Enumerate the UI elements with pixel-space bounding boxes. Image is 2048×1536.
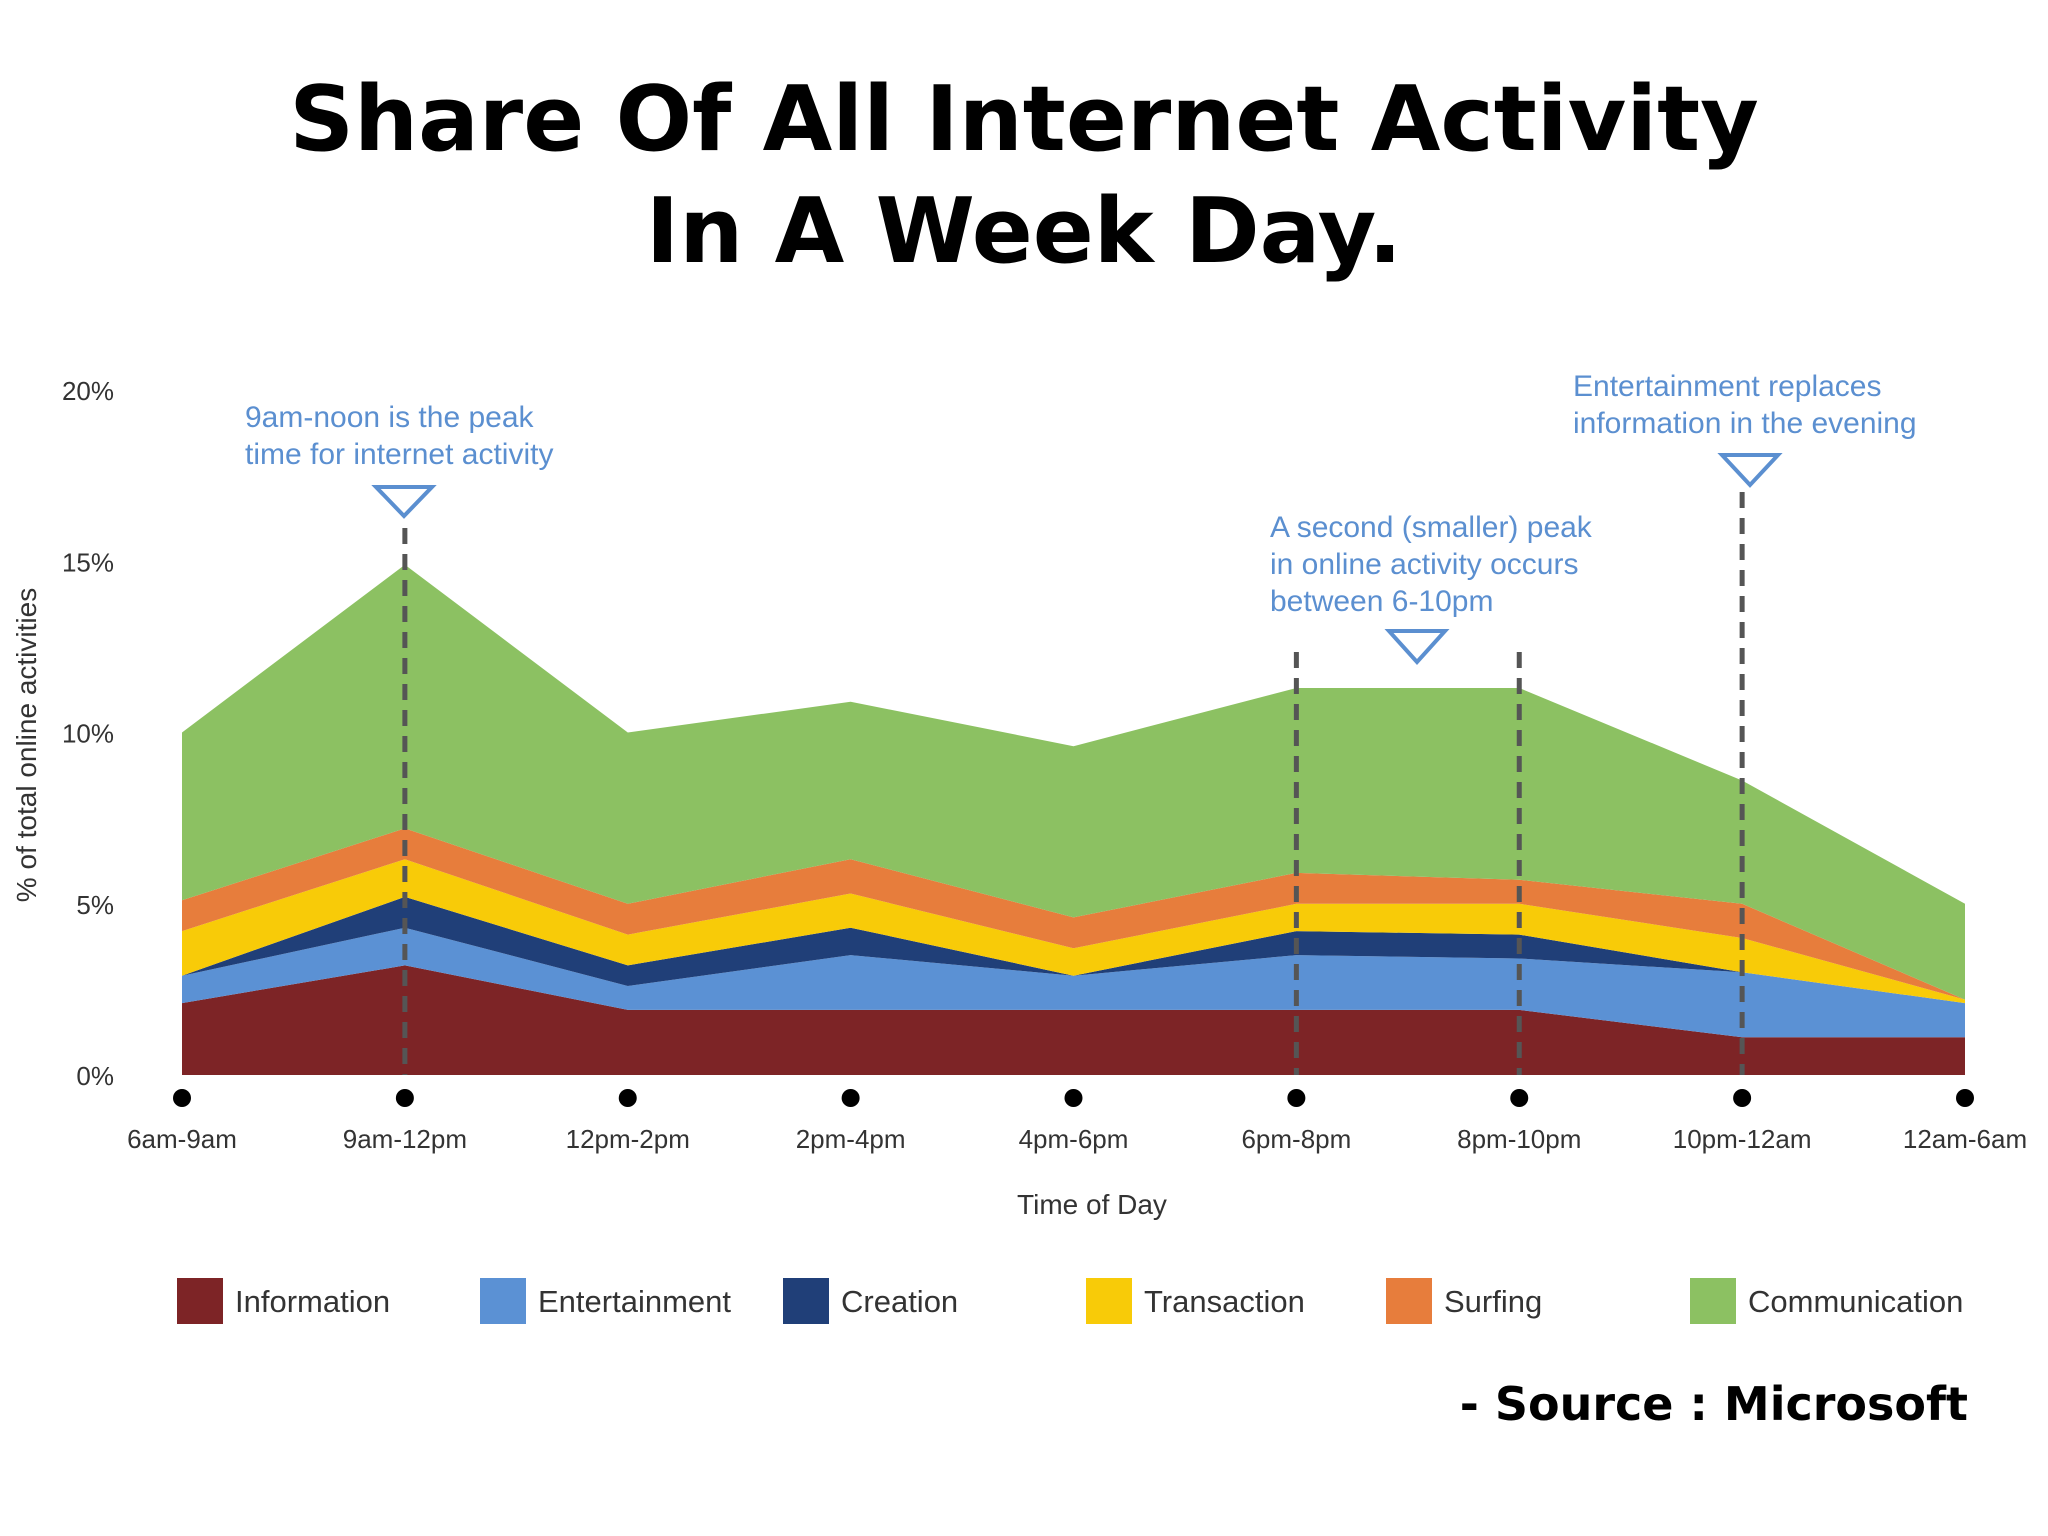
- annotation-text: 9am-noon is the peak time for internet ac…: [245, 401, 553, 471]
- annotation-text: Entertainment replaces information in the…: [1573, 370, 1917, 440]
- legend-label-communication: Communication: [1748, 1284, 1963, 1319]
- x-tick-dot: [173, 1089, 191, 1107]
- y-tick-label: 10%: [62, 719, 114, 749]
- y-axis-label: % of total online activities: [11, 588, 42, 902]
- stacked-areas: [182, 564, 1965, 1075]
- x-axis-label: Time of Day: [1017, 1189, 1167, 1220]
- area-creation: [182, 896, 1965, 1004]
- legend-swatch-entertainment: [480, 1278, 526, 1324]
- y-tick-label: 5%: [76, 890, 114, 920]
- legend-label-entertainment: Entertainment: [538, 1284, 731, 1319]
- x-tick-dot: [1956, 1089, 1974, 1107]
- legend-label-information: Information: [235, 1284, 390, 1319]
- x-tick-dot: [1733, 1089, 1752, 1107]
- x-tick-dot: [1064, 1089, 1083, 1107]
- x-tick-label: 9am-12pm: [343, 1124, 467, 1154]
- x-tick-label: 10pm-12am: [1673, 1124, 1812, 1154]
- x-axis: 6am-9am 9am-12pm 12pm-2pm 2pm-4pm 4pm-6pm 6pm…: [127, 1089, 2027, 1154]
- source-credit: - Source : Microsoft: [1460, 1377, 1968, 1431]
- x-tick-label: 8pm-10pm: [1457, 1124, 1581, 1154]
- legend-swatch-transaction: [1086, 1278, 1132, 1324]
- x-tick-label: 2pm-4pm: [796, 1124, 906, 1154]
- x-tick-dot: [841, 1089, 860, 1107]
- x-tick-dot: [1510, 1089, 1529, 1107]
- x-tick-label: 4pm-6pm: [1019, 1124, 1129, 1154]
- area-surfing: [182, 828, 1965, 1000]
- y-axis: 0% 5% 10% 15% 20%: [62, 376, 114, 1091]
- area-communication: [182, 564, 1965, 1000]
- x-tick-label: 12am-6am: [1903, 1124, 2027, 1154]
- legend-swatch-surfing: [1386, 1278, 1432, 1324]
- legend-label-surfing: Surfing: [1444, 1284, 1542, 1319]
- y-tick-label: 15%: [62, 547, 114, 577]
- x-tick-dot: [1287, 1089, 1306, 1107]
- annotation-marker-icon: [1717, 453, 1783, 488]
- x-tick-dot: [618, 1089, 637, 1107]
- legend: Information Entertainment Creation Transact…: [177, 1278, 1963, 1324]
- x-tick-dot: [395, 1089, 414, 1107]
- x-tick-label: 6pm-8pm: [1241, 1124, 1351, 1154]
- legend-swatch-information: [177, 1278, 223, 1324]
- legend-label-creation: Creation: [841, 1284, 958, 1319]
- area-transaction: [182, 859, 1965, 1004]
- legend-swatch-creation: [783, 1278, 829, 1324]
- guide-lines: [402, 492, 1745, 1075]
- annotations: 9am-noon is the peak time for internet ac…: [245, 370, 1917, 665]
- annotation-marker-icon: [371, 485, 437, 519]
- legend-swatch-communication: [1690, 1278, 1736, 1324]
- x-tick-label: 6am-9am: [127, 1124, 237, 1154]
- legend-label-transaction: Transaction: [1144, 1284, 1305, 1319]
- x-tick-label: 12pm-2pm: [566, 1124, 690, 1154]
- chart-title-line2: In A Week Day.: [646, 179, 1402, 284]
- annotation-marker-icon: [1384, 629, 1450, 665]
- annotation-text: A second (smaller) peak in online activit…: [1270, 511, 1593, 618]
- y-tick-label: 0%: [76, 1061, 114, 1091]
- y-tick-label: 20%: [62, 376, 114, 406]
- chart-title-line1: Share Of All Internet Activity: [289, 67, 1759, 172]
- area-entertainment: [182, 927, 1965, 1038]
